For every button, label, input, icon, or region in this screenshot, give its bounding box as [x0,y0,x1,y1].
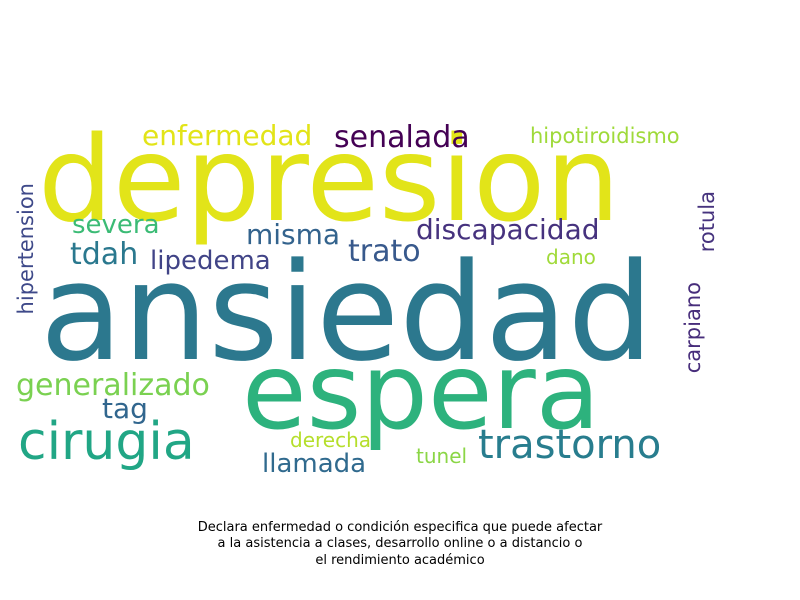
word-trato: trato [348,234,421,269]
caption: Declara enfermedad o condición especific… [100,520,700,569]
word-enfermedad: enfermedad [142,119,313,152]
word-rotula: rotula [695,191,719,253]
word-misma: misma [246,218,341,251]
word-senalada: senalada [334,120,470,155]
word-depresion: depresion [38,110,621,248]
word-hipertension: hipertension [14,183,38,315]
word-tdah: tdah [70,237,139,272]
word-llamada: llamada [262,449,367,479]
word-carpiano: carpiano [681,282,705,374]
word-generalizado: generalizado [16,368,210,403]
caption-line-1: Declara enfermedad o condición especific… [197,520,603,535]
word-severa: severa [72,210,160,240]
word-tunel: tunel [416,444,468,468]
word-dano: dano [546,245,596,269]
word-derecha: derecha [290,428,372,452]
word-espera: espera [242,331,601,453]
word-tag: tag [102,392,148,425]
word-trastorno: trastorno [478,422,662,468]
word-ansiedad: ansiedad [40,234,654,391]
word-hipotiroidismo: hipotiroidismo [530,124,680,148]
word-cirugia: cirugia [18,412,195,472]
caption-line-3: el rendimiento académico [315,552,485,568]
caption-line-2: a la asistencia a clases, desarrollo onl… [217,536,583,552]
word-discapacidad: discapacidad [416,213,600,246]
word-lipedema: lipedema [150,246,271,276]
